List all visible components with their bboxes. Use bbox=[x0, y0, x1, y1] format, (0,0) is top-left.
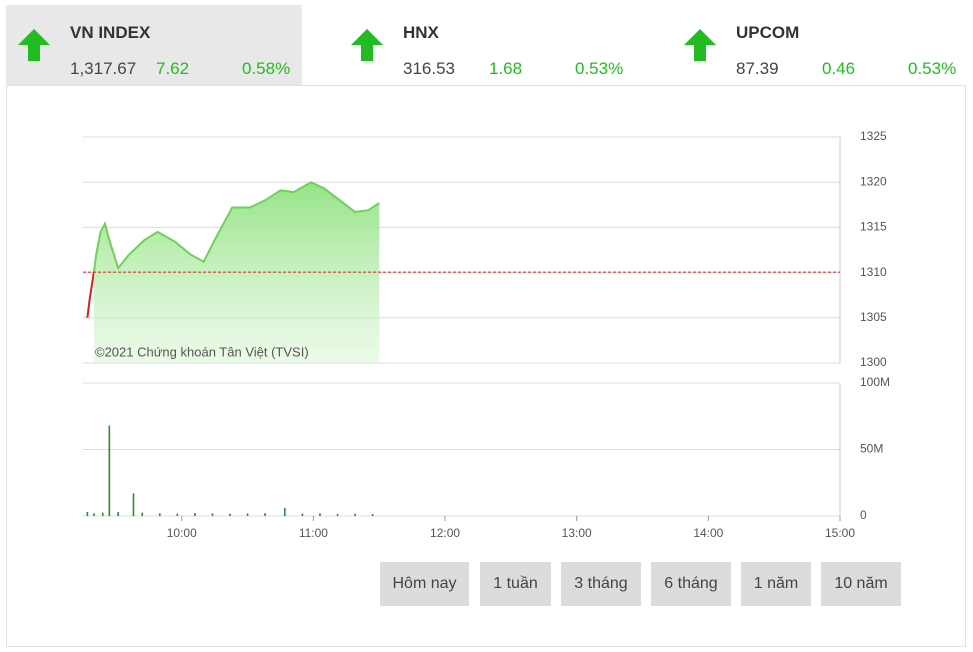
x-tick-label: 13:00 bbox=[562, 526, 592, 540]
x-tick-label: 12:00 bbox=[430, 526, 460, 540]
bar bbox=[264, 513, 266, 516]
up-arrow bbox=[684, 29, 716, 61]
bar bbox=[194, 513, 196, 516]
bar bbox=[117, 512, 119, 516]
up-arrow bbox=[18, 29, 50, 61]
range-button[interactable]: 6 tháng bbox=[651, 562, 731, 606]
y-tick-label: 1300 bbox=[860, 355, 887, 369]
bar bbox=[108, 425, 111, 516]
index-tab[interactable]: UPCOM 87.39 0.46 0.53% bbox=[672, 5, 968, 85]
range-button[interactable]: 3 tháng bbox=[561, 562, 641, 606]
x-tick-label: 14:00 bbox=[693, 526, 723, 540]
index-change: 1.68 bbox=[489, 59, 523, 78]
y-tick-label: 0 bbox=[860, 508, 867, 522]
bar bbox=[141, 512, 144, 516]
bar bbox=[211, 513, 214, 516]
y-tick-label: 1325 bbox=[860, 129, 887, 143]
bar bbox=[176, 513, 179, 516]
bar bbox=[93, 513, 95, 516]
index-tab[interactable]: VN INDEX 1,317.67 7.62 0.58% bbox=[6, 5, 302, 85]
range-button[interactable]: 1 tuần bbox=[480, 562, 551, 606]
up-arrow bbox=[351, 29, 383, 61]
index-percent: 0.53% bbox=[575, 59, 624, 78]
line bbox=[92, 181, 380, 272]
y-tick-label: 1320 bbox=[860, 174, 887, 188]
x-tick-label: 10:00 bbox=[167, 526, 197, 540]
index-percent: 0.53% bbox=[908, 59, 957, 78]
bar bbox=[301, 513, 304, 516]
chart-panel bbox=[6, 85, 966, 647]
index-value: 1,317.67 bbox=[70, 59, 137, 78]
y-tick-label: 1305 bbox=[860, 310, 887, 324]
bar bbox=[229, 513, 231, 516]
index-name: VN INDEX bbox=[70, 23, 151, 42]
bar bbox=[132, 493, 135, 516]
index-value: 87.39 bbox=[736, 59, 779, 78]
y-tick-label: 50M bbox=[860, 442, 883, 456]
bar bbox=[336, 513, 339, 516]
bar bbox=[246, 513, 249, 516]
x-tick-label: 15:00 bbox=[825, 526, 855, 540]
bar bbox=[158, 513, 161, 516]
watermark: ©2021 Chứng khoán Tân Việt (TVSI) bbox=[95, 344, 309, 359]
range-button[interactable]: 1 năm bbox=[741, 562, 811, 606]
index-name: HNX bbox=[403, 23, 439, 42]
bar bbox=[319, 513, 321, 516]
bar bbox=[354, 513, 356, 516]
bar bbox=[371, 514, 374, 516]
area bbox=[93, 182, 380, 363]
bar bbox=[86, 512, 89, 516]
range-button[interactable]: Hôm nay bbox=[380, 562, 469, 606]
index-change: 7.62 bbox=[156, 59, 190, 78]
index-change: 0.46 bbox=[822, 59, 856, 78]
index-value: 316.53 bbox=[403, 59, 455, 78]
line bbox=[86, 271, 95, 318]
index-tab[interactable]: HNX 316.53 1.68 0.53% bbox=[339, 5, 635, 85]
x-tick-label: 11:00 bbox=[299, 526, 328, 540]
index-percent: 0.58% bbox=[242, 59, 291, 78]
range-button[interactable]: 10 năm bbox=[821, 562, 901, 606]
y-tick-label: 100M bbox=[860, 375, 890, 389]
bar bbox=[284, 508, 286, 516]
index-name: UPCOM bbox=[736, 23, 800, 42]
y-tick-label: 1310 bbox=[860, 265, 887, 279]
y-tick-label: 1315 bbox=[860, 220, 887, 234]
bar bbox=[101, 512, 104, 516]
